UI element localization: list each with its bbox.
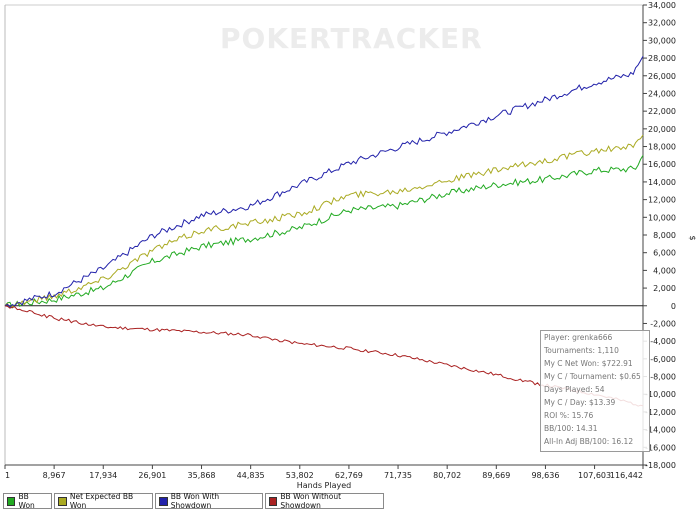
watermark: POKERTRACKER: [220, 22, 483, 55]
stats-box: Player: grenka666 Tournaments: 1,110 My …: [540, 330, 650, 452]
y-tick-label: 26,000: [648, 72, 676, 81]
y-tick-label: 2,000: [653, 284, 676, 293]
y-tick-label: 14,000: [648, 178, 676, 187]
x-tick-label: 98,636: [531, 471, 559, 480]
stat-per-tournament: My C / Tournament: $0.65: [544, 372, 641, 381]
series-layer: [4, 56, 644, 407]
y-tick-label: 34,000: [648, 1, 676, 10]
y-tick-label: -16,000: [645, 443, 676, 452]
legend-swatch-bb-won: [7, 496, 16, 506]
stat-bb100: BB/100: 14.31: [544, 424, 598, 433]
y-tick-label: 22,000: [648, 107, 676, 116]
y-ticks: -18,000 -16,000 -14,000 -12,000 -10,000 -8,00…: [643, 1, 676, 470]
y-tick-label: -12,000: [645, 408, 676, 417]
x-tick-label: 44,835: [237, 471, 265, 480]
y-tick-label: -10,000: [645, 390, 676, 399]
x-tick-label: 1: [5, 471, 10, 480]
stat-tournaments: Tournaments: 1,110: [544, 346, 619, 355]
x-tick-label: 26,901: [138, 471, 166, 480]
y-tick-label: 4,000: [653, 266, 676, 275]
x-tick-label: 116,442: [610, 471, 643, 480]
x-tick-label: 8,967: [43, 471, 66, 480]
series-line-bb-won-without-showdown: [4, 305, 644, 407]
stat-per-day: My C / Day: $13.39: [544, 398, 616, 407]
y-tick-label: -6,000: [650, 355, 676, 364]
x-tick-label: 80,702: [433, 471, 461, 480]
y-tick-label: 24,000: [648, 89, 676, 98]
legend-label-net-expected: Net Expected BB Won: [69, 492, 134, 510]
y-tick-label: 30,000: [648, 36, 676, 45]
stat-net-won: My C Net Won: $722.91: [544, 359, 633, 368]
series-line-net-expected-bb-won: [4, 134, 644, 309]
y-tick-label: 32,000: [648, 19, 676, 28]
legend-label-without-showdown: BB Won Without Showdown: [280, 492, 342, 510]
legend-item-net-expected[interactable]: Net Expected BB Won: [54, 492, 154, 510]
y-tick-label: 16,000: [648, 160, 676, 169]
x-ticks: 1 8,967 17,934 26,901 35,868 44,835 53,802 62,7…: [4, 465, 644, 480]
y-axis-title: $: [688, 235, 697, 240]
y-tick-label: 6,000: [653, 249, 676, 258]
legend: BB Won Net Expected BB Won BB Won With S…: [3, 490, 386, 512]
y-tick-label: -14,000: [645, 426, 676, 435]
y-tick-label: 8,000: [653, 231, 676, 240]
y-tick-label: -4,000: [650, 337, 676, 346]
stat-days-played: Days Played: 54: [544, 385, 605, 394]
x-tick-label: 107,603: [578, 471, 611, 480]
stat-allin-bb100: All-In Adj BB/100: 16.12: [544, 437, 634, 446]
legend-item-without-showdown[interactable]: BB Won Without Showdown: [264, 492, 384, 510]
legend-label-with-showdown: BB Won With Showdown: [170, 492, 220, 510]
x-tick-label: 35,868: [188, 471, 216, 480]
legend-label-bb-won: BB Won: [18, 492, 35, 510]
y-tick-label: -2,000: [650, 319, 676, 328]
x-tick-label: 71,735: [384, 471, 412, 480]
x-tick-label: 17,934: [89, 471, 117, 480]
y-tick-label: 28,000: [648, 54, 676, 63]
stat-roi: ROI %: 15.76: [544, 411, 594, 420]
legend-item-with-showdown[interactable]: BB Won With Showdown: [155, 492, 263, 510]
series-line-bb-won: [4, 155, 644, 309]
series-line-bb-won-with-showdown: [4, 56, 644, 309]
y-tick-label: 0: [671, 302, 676, 311]
stat-player: Player: grenka666: [544, 333, 613, 342]
x-tick-label: 53,802: [286, 471, 314, 480]
y-tick-label: -18,000: [645, 461, 676, 470]
y-tick-label: -8,000: [650, 373, 676, 382]
x-tick-label: 89,669: [482, 471, 510, 480]
y-tick-label: 12,000: [648, 196, 676, 205]
legend-swatch-without-showdown: [268, 496, 278, 506]
legend-item-bb-won[interactable]: BB Won: [3, 492, 53, 510]
x-axis-title: Hands Played: [297, 481, 351, 490]
legend-swatch-net-expected: [58, 496, 67, 506]
y-tick-label: 10,000: [648, 213, 676, 222]
x-tick-label: 62,769: [335, 471, 363, 480]
y-tick-label: 18,000: [648, 143, 676, 152]
y-tick-label: 20,000: [648, 125, 676, 134]
legend-swatch-with-showdown: [159, 496, 168, 506]
